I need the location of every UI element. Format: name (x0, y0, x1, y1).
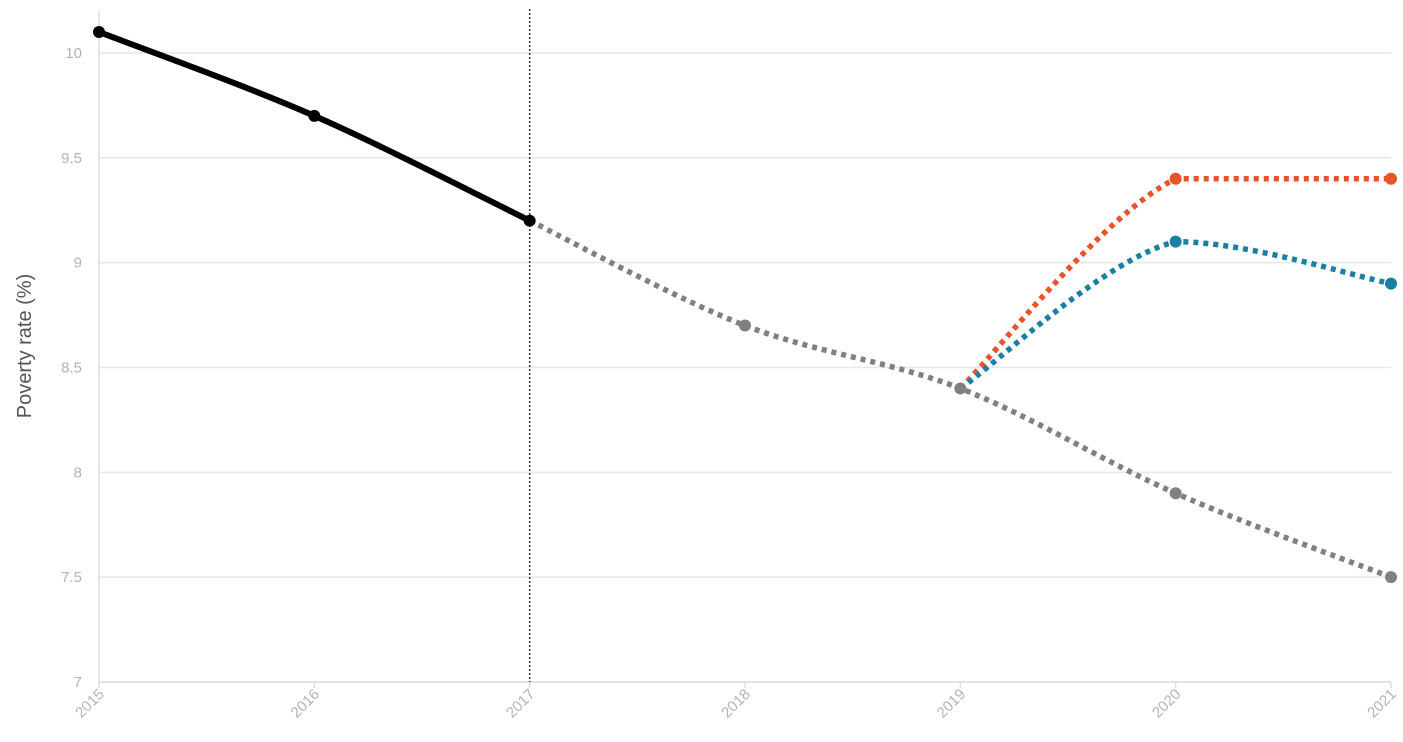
x-axis-ticks: 2015 2016 2017 2018 2019 2020 2021 (72, 682, 1400, 721)
series-lines (97, 29, 1392, 580)
data-point (1169, 235, 1182, 248)
y-tick-label: 9 (74, 255, 82, 272)
y-tick-label: 7 (74, 674, 82, 691)
y-tick-label: 8.5 (61, 359, 82, 376)
data-point (308, 109, 321, 122)
y-tick-label: 7.5 (61, 569, 82, 586)
data-point (954, 382, 967, 395)
x-tick-label: 2016 (288, 686, 324, 722)
y-tick-label: 8 (74, 464, 82, 481)
x-tick-label: 2020 (1149, 686, 1185, 722)
data-point (1385, 277, 1397, 290)
series-points (93, 25, 1397, 584)
y-tick-label: 10 (65, 45, 82, 62)
y-axis-ticks: 7 7.5 8 8.5 9 9.5 10 (61, 45, 82, 691)
x-tick-label: 2021 (1364, 686, 1400, 722)
series-line-3 (958, 238, 1392, 391)
x-tick-label: 2017 (503, 686, 539, 722)
data-point (93, 25, 105, 38)
series-line-1 (528, 218, 1392, 580)
axes (98, 11, 1391, 683)
y-axis-label: Poverty rate (%) (14, 274, 36, 418)
series-line-0 (97, 29, 531, 224)
data-point (1169, 172, 1182, 185)
data-point (1385, 172, 1397, 185)
x-tick-label: 2018 (718, 686, 754, 722)
data-point (1169, 487, 1182, 500)
grid-lines (99, 52, 1391, 683)
series-line-2 (958, 175, 1391, 391)
data-point (523, 214, 536, 227)
data-point (1385, 571, 1397, 584)
data-point (739, 319, 751, 332)
x-tick-label: 2019 (934, 686, 970, 722)
y-tick-label: 9.5 (61, 150, 82, 167)
x-tick-label: 2015 (72, 686, 108, 722)
